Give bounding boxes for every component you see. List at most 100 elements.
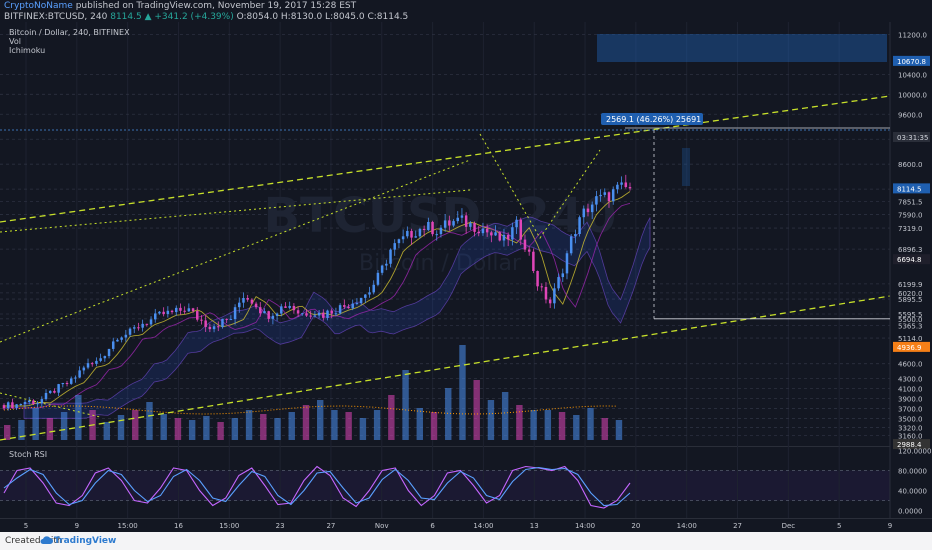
candle-body [595,196,598,205]
candle-body [401,236,405,240]
volume-bar [587,408,594,440]
measure-label: 2569.1 (46.26%) 25691 [606,115,701,124]
candle-body [322,312,325,318]
candle-body [19,404,23,406]
candle-body [246,298,249,300]
candle-body [280,306,283,314]
candle-body [616,184,619,190]
candle-body [519,219,523,240]
volume-bar [373,410,381,440]
y-tick-label: 8600.0 [898,161,923,169]
tradingview-brand[interactable]: TradingView [54,536,117,546]
candle-body [624,182,628,188]
y-tick-label: 7851.5 [898,199,923,207]
volume-bar [32,408,39,440]
price-tag-label: 8114.5 [897,185,922,193]
candle-body [212,326,216,330]
candle-body [498,232,502,241]
volume-bar [75,395,82,440]
candle-body [170,310,174,313]
legend-ichimoku[interactable]: Ichimoku [9,46,46,55]
candle-body [48,390,52,393]
candle-body [490,232,493,236]
candle-body [494,232,497,236]
candle-body [443,220,447,228]
price-axis-bg [890,22,932,519]
candle-body [166,310,170,315]
candle-body [225,318,228,320]
candle-body [422,228,426,230]
candle-body [380,265,384,273]
projection-box [597,34,887,62]
candle-body [565,253,569,274]
candle-body [132,327,136,329]
candle-body [330,310,333,314]
candle-body [343,305,346,307]
candle-body [111,341,115,349]
x-tick-label: 9 [888,522,892,530]
x-tick-label: 27 [733,522,742,530]
candle-body [128,328,132,335]
candle-body [376,272,380,285]
countdown-bg [893,132,930,142]
candle-body [536,271,539,287]
candle-body [481,228,485,234]
candle-body [393,243,396,250]
candle-body [338,305,342,314]
legend-vol[interactable]: Vol [9,37,21,46]
candle-body [275,313,279,316]
candle-body [397,239,401,244]
candle-body [582,208,586,218]
candle-body [603,192,607,195]
x-tick-label: 5 [837,522,841,530]
legend-stoch[interactable]: Stoch RSI [9,450,48,459]
candle-body [99,358,102,361]
candle-body [456,217,459,222]
forecast-cloud [682,148,690,186]
y-tick-label: 5895.5 [898,296,923,304]
watermark-ticker: BTCUSD, 240 [263,188,616,244]
candle-body [611,189,615,202]
candle-body [65,383,69,385]
candle-body [506,235,510,240]
x-tick-label: Nov [375,522,389,530]
chart-svg[interactable]: BTCUSD, 240 Bitcoin / Dollar 11200.0 1040… [0,0,932,532]
candle-body [217,326,220,328]
tradingview-cloud-icon [40,535,53,548]
volume-ma-line [3,405,616,415]
volume-bar [388,395,395,440]
candle-body [389,249,392,264]
ohlc-values: O:8054.0 H:8130.0 L:8045.0 C:8114.5 [236,12,409,22]
volume-bar [516,405,523,440]
x-tick-label: 14:00 [575,522,595,530]
support-line [0,159,471,343]
y-tick-label: 3320.0 [898,425,923,433]
candle-body [569,236,573,254]
price-tag-bg [893,341,930,352]
candle-body [107,348,111,357]
candle-body [95,360,98,364]
candle-body [460,215,464,218]
volume-bar [445,388,452,440]
candle-body [368,292,371,295]
price-tag-label: 4936.9 [897,344,922,352]
candle-body [435,234,438,236]
volume-bar [117,415,125,440]
countdown-label: 03:31:35 [897,134,928,142]
candle-body [271,315,275,319]
candle-body [326,310,329,318]
volume-bar [331,410,338,440]
resistance-line [0,189,471,233]
x-tick-label: 5 [24,522,28,530]
author-link[interactable]: CryptoNoName [4,1,73,11]
stoch-tick-label: 40.0000 [898,488,927,496]
x-tick-label: Dec [782,522,796,530]
candle-body [6,402,10,409]
y-tick-label: 5365.3 [898,323,923,331]
candle-body [23,402,27,405]
price-tag-bg [893,254,930,265]
candle-body [204,320,207,327]
candle-body [137,327,140,329]
x-tick-label: 15:00 [219,522,239,530]
candle-body [196,311,199,320]
